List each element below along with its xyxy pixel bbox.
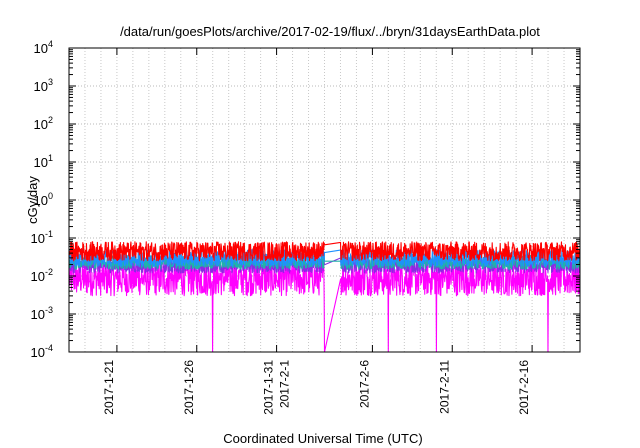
series-line bbox=[68, 241, 581, 262]
y-tick-label: 101 bbox=[34, 153, 53, 170]
y-tick-label: 10-4 bbox=[31, 343, 53, 360]
chart-title: /data/run/goesPlots/archive/2017-02-19/f… bbox=[120, 24, 540, 39]
x-tick-label: 2017-2-11 bbox=[437, 360, 451, 414]
x-tick-label: 2017-1-21 bbox=[102, 360, 116, 415]
series-line bbox=[68, 260, 581, 353]
x-tick-label: 2017-2-1 bbox=[278, 360, 292, 408]
y-tick-label: 103 bbox=[34, 77, 53, 94]
x-tick-label: 2017-1-26 bbox=[182, 360, 196, 415]
y-ticks: 10-4 10-3 10-2 10-1 100 101 102 103 104 bbox=[31, 39, 580, 360]
y-tick-label: 104 bbox=[34, 39, 53, 56]
y-axis-label: cGy/day bbox=[25, 176, 40, 224]
data-series bbox=[68, 241, 581, 353]
x-tick-label: 2017-1-31 bbox=[262, 360, 276, 415]
x-ticks: 2017-1-21 2017-1-26 2017-1-31 2017-2-1 2017-… bbox=[102, 48, 533, 415]
y-tick-label: 102 bbox=[34, 115, 53, 132]
y-tick-label: 100 bbox=[34, 191, 53, 208]
x-tick-label: 2017-2-16 bbox=[517, 360, 531, 415]
x-axis-label: Coordinated Universal Time (UTC) bbox=[223, 431, 422, 446]
y-tick-label: 10-2 bbox=[31, 267, 53, 284]
y-tick-label: 10-3 bbox=[31, 305, 53, 322]
y-tick-label: 10-1 bbox=[31, 229, 53, 246]
x-tick-label: 2017-2-6 bbox=[357, 360, 371, 408]
